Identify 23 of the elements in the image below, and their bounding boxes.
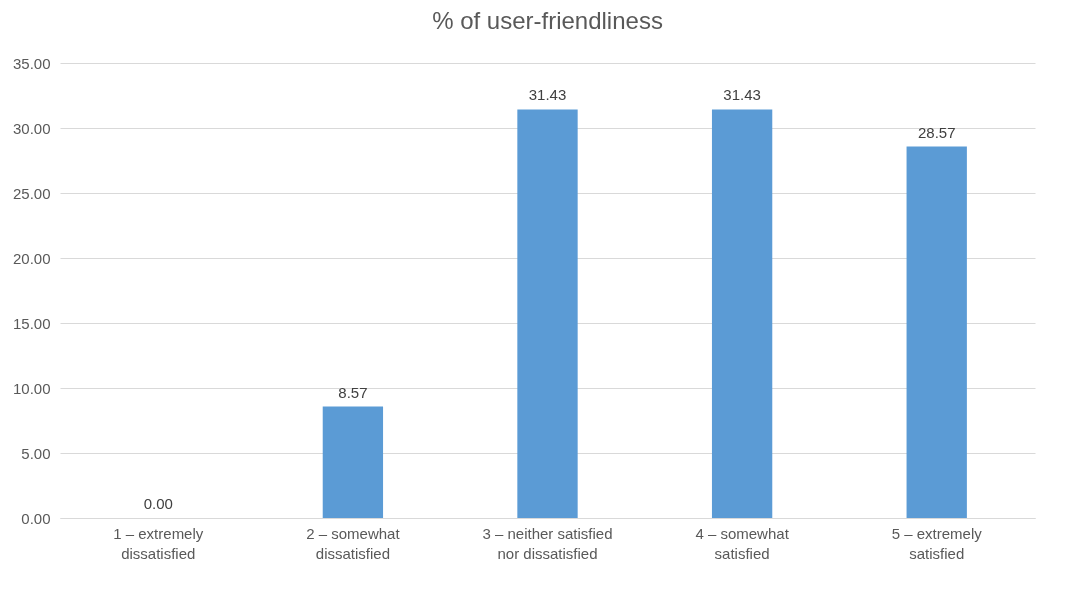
x-tick-label: 5 – extremely satisfied (891, 524, 983, 562)
data-label: 28.57 (917, 123, 956, 141)
y-tick-label: 0.00 (21, 509, 51, 527)
bar (517, 109, 578, 518)
x-tick-label: 3 – neither satisfied nor dissatisfied (482, 524, 613, 562)
x-tick-label: 2 – somewhat dissatisfied (306, 524, 401, 562)
data-label: 31.43 (723, 86, 761, 104)
x-tick-label: 4 – somewhat satisfied (695, 524, 790, 562)
data-label: 31.43 (528, 86, 567, 104)
bar (322, 406, 384, 518)
y-tick-label: 30.00 (12, 119, 51, 137)
y-tick-label: 15.00 (12, 314, 51, 332)
y-tick-label: 10.00 (12, 379, 51, 397)
bar (906, 146, 967, 518)
y-tick-label: 20.00 (12, 249, 51, 267)
x-tick-label: 1 – extremely dissatisfied (113, 524, 204, 562)
chart-title: % of user-friendliness (432, 7, 663, 34)
data-label: 0.00 (143, 495, 173, 512)
bar (711, 109, 773, 518)
y-tick-label: 35.00 (12, 54, 51, 72)
data-label: 8.57 (338, 383, 368, 401)
y-tick-label: 25.00 (12, 184, 51, 202)
y-tick-label: 5.00 (21, 444, 51, 462)
